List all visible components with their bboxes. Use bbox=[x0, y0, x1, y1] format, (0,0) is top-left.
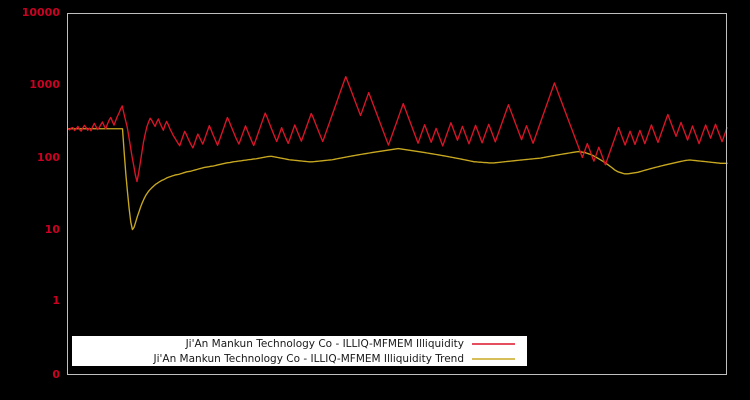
series-illiquidity bbox=[67, 75, 728, 183]
y-axis-tick-1000: 1000 bbox=[29, 78, 60, 91]
legend-background bbox=[72, 336, 527, 366]
y-axis-tick-10: 10 bbox=[45, 223, 61, 236]
plot-area-border bbox=[67, 13, 727, 375]
y-axis-tick-1: 1 bbox=[52, 294, 60, 307]
y-axis-tick-100: 100 bbox=[37, 151, 60, 164]
series-paths bbox=[67, 75, 728, 231]
series-illiquidity-trend bbox=[67, 128, 728, 231]
y-axis-tick-0: 0 bbox=[52, 368, 60, 381]
legend-label-1: Ji'An Mankun Technology Co - ILLIQ-MFMEM… bbox=[152, 353, 464, 365]
y-axis-tick-10000: 10000 bbox=[22, 6, 61, 19]
legend-label-0: Ji'An Mankun Technology Co - ILLIQ-MFMEM… bbox=[185, 338, 464, 350]
chart-legend[interactable]: Ji'An Mankun Technology Co - ILLIQ-MFMEM… bbox=[72, 336, 527, 366]
